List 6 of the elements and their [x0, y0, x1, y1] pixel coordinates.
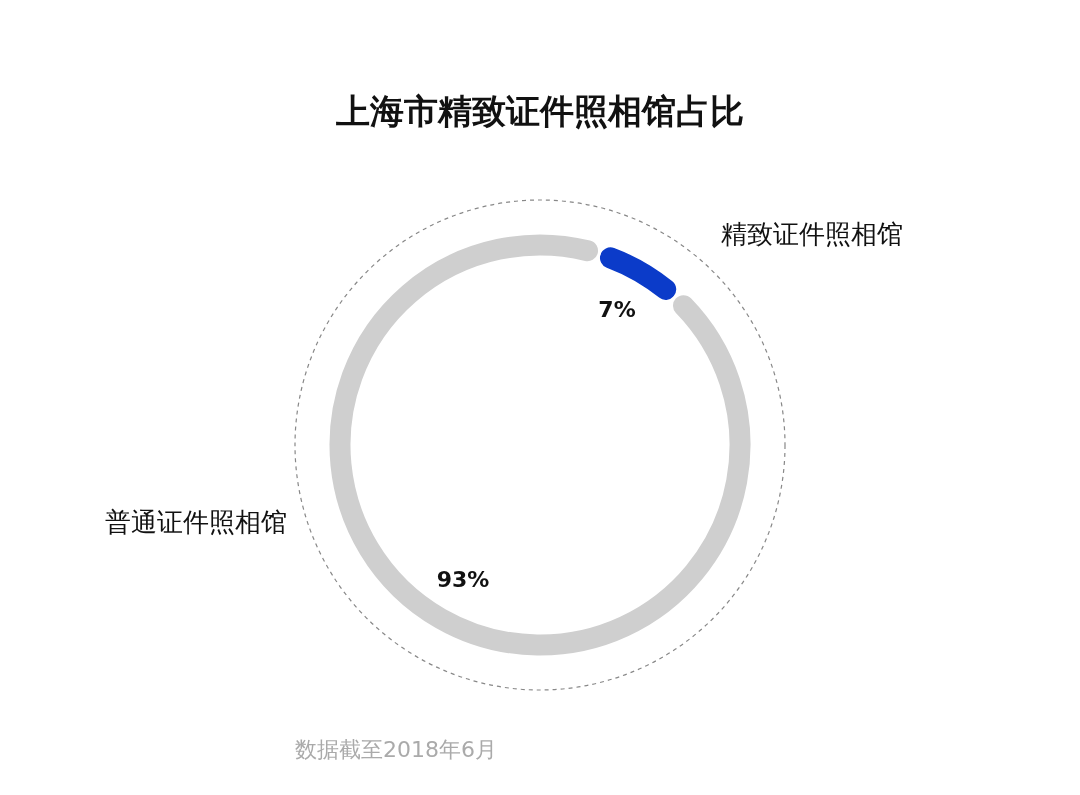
slice-label: 精致证件照相馆	[721, 219, 903, 249]
data-label: 7%	[598, 297, 636, 323]
data-label: 93%	[436, 566, 490, 592]
chart-title: 上海市精致证件照相馆占比	[335, 91, 744, 131]
slice-label: 普通证件照相馆	[105, 507, 287, 537]
text: 数据截至2018年6月	[295, 737, 497, 762]
